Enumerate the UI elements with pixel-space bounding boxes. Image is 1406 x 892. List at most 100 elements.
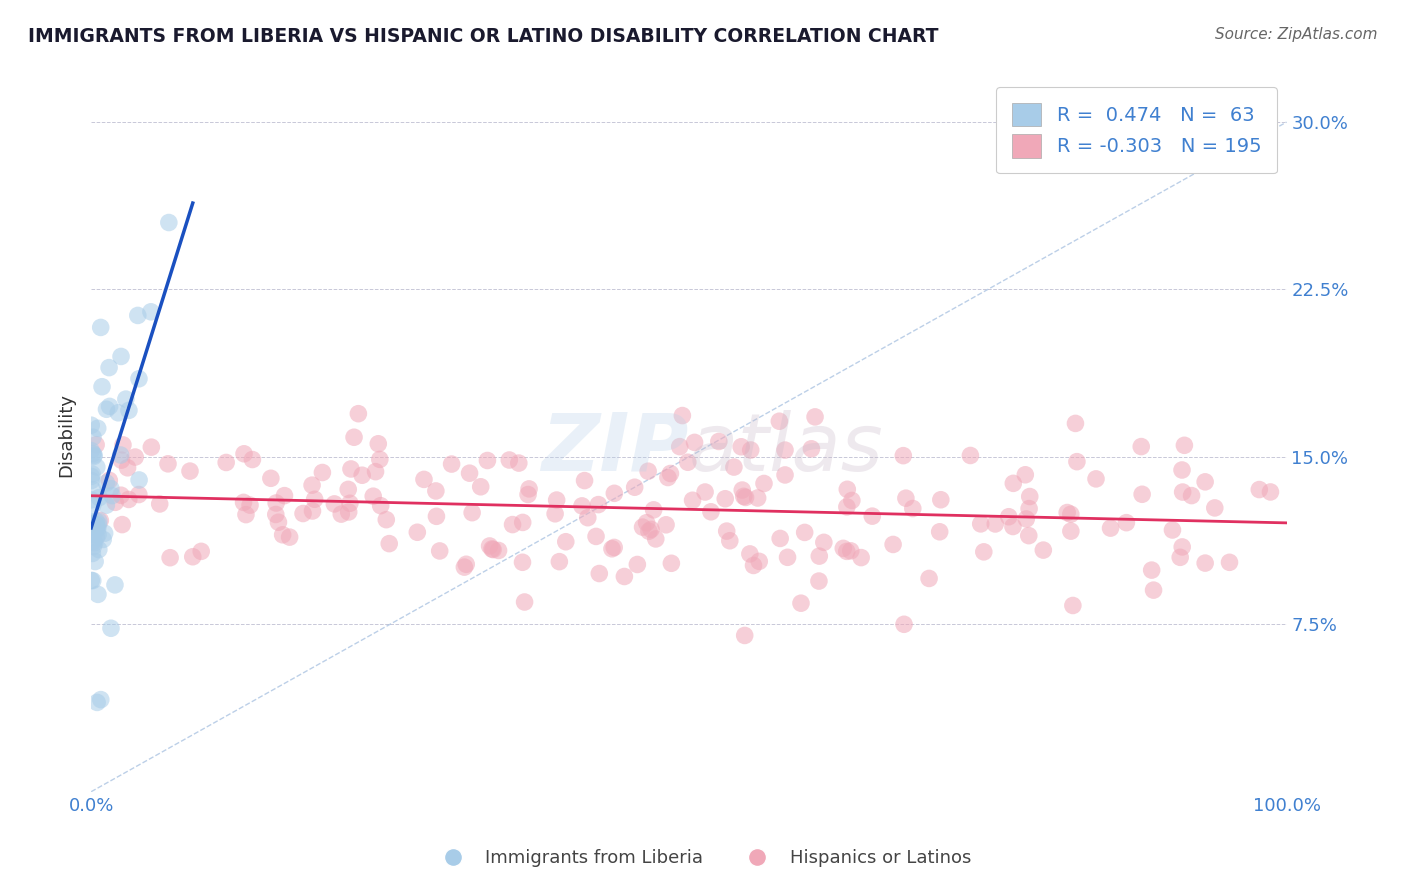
Y-axis label: Disability: Disability — [58, 392, 75, 476]
Point — [347, 407, 370, 421]
Point — [752, 476, 775, 491]
Point — [367, 436, 389, 450]
Point — [87, 514, 110, 528]
Point — [588, 566, 610, 581]
Point — [481, 541, 503, 556]
Point — [425, 509, 447, 524]
Point — [748, 554, 770, 568]
Point — [631, 520, 654, 534]
Point — [461, 506, 484, 520]
Point — [482, 542, 505, 557]
Point — [104, 578, 127, 592]
Point — [375, 513, 398, 527]
Point — [1060, 507, 1083, 521]
Point — [901, 501, 924, 516]
Point — [773, 467, 796, 482]
Point — [742, 558, 765, 573]
Point — [1173, 438, 1195, 452]
Point — [111, 438, 134, 452]
Point — [87, 542, 110, 557]
Point — [96, 475, 118, 490]
Point — [82, 574, 104, 588]
Point — [860, 509, 883, 524]
Point — [657, 470, 679, 484]
Point — [893, 617, 915, 632]
Point — [96, 498, 118, 512]
Point — [104, 495, 127, 509]
Point — [576, 510, 599, 524]
Point — [1002, 476, 1025, 491]
Point — [82, 430, 104, 444]
Point — [80, 443, 103, 458]
Point — [1032, 543, 1054, 558]
Point — [82, 546, 104, 560]
Point — [115, 392, 138, 406]
Point — [352, 468, 374, 483]
Point — [98, 400, 121, 414]
Point — [80, 527, 103, 541]
Point — [84, 438, 107, 452]
Point — [91, 380, 114, 394]
Point — [242, 452, 264, 467]
Point — [124, 450, 146, 464]
Legend: R =  0.474   N =  63, R = -0.303   N = 195: R = 0.474 N = 63, R = -0.303 N = 195 — [997, 87, 1277, 174]
Point — [82, 483, 104, 497]
Point — [337, 483, 360, 497]
Point — [86, 518, 108, 533]
Point — [83, 535, 105, 549]
Point — [368, 452, 391, 467]
Point — [626, 558, 648, 572]
Point — [731, 483, 754, 497]
Point — [640, 522, 662, 536]
Point — [100, 621, 122, 635]
Point — [574, 474, 596, 488]
Point — [84, 555, 107, 569]
Point — [1018, 490, 1040, 504]
Point — [323, 497, 346, 511]
Point — [100, 482, 122, 496]
Point — [613, 569, 636, 583]
Point — [80, 474, 103, 488]
Point — [1194, 475, 1216, 489]
Point — [849, 550, 872, 565]
Point — [118, 403, 141, 417]
Point — [1161, 523, 1184, 537]
Point — [235, 508, 257, 522]
Point — [239, 498, 262, 512]
Point — [292, 507, 315, 521]
Point — [273, 489, 295, 503]
Point — [733, 489, 755, 503]
Point — [82, 518, 104, 533]
Point — [790, 596, 813, 610]
Point — [128, 487, 150, 501]
Point — [264, 496, 287, 510]
Point — [101, 489, 124, 503]
Point — [882, 537, 904, 551]
Legend: Immigrants from Liberia, Hispanics or Latinos: Immigrants from Liberia, Hispanics or La… — [427, 842, 979, 874]
Point — [1130, 487, 1153, 501]
Text: Source: ZipAtlas.com: Source: ZipAtlas.com — [1215, 27, 1378, 42]
Point — [804, 409, 827, 424]
Point — [517, 482, 540, 496]
Point — [107, 406, 129, 420]
Point — [311, 466, 333, 480]
Point — [1204, 500, 1226, 515]
Point — [554, 534, 576, 549]
Point — [659, 467, 682, 481]
Point — [96, 402, 118, 417]
Point — [973, 545, 995, 559]
Point — [87, 421, 110, 435]
Point — [370, 499, 392, 513]
Point — [80, 418, 103, 433]
Point — [378, 536, 401, 550]
Point — [800, 442, 823, 456]
Point — [517, 487, 540, 501]
Point — [361, 489, 384, 503]
Point — [1171, 540, 1194, 554]
Point — [82, 447, 104, 461]
Point — [1014, 467, 1036, 482]
Point — [110, 350, 132, 364]
Point — [90, 320, 112, 334]
Point — [1140, 563, 1163, 577]
Point — [80, 574, 103, 588]
